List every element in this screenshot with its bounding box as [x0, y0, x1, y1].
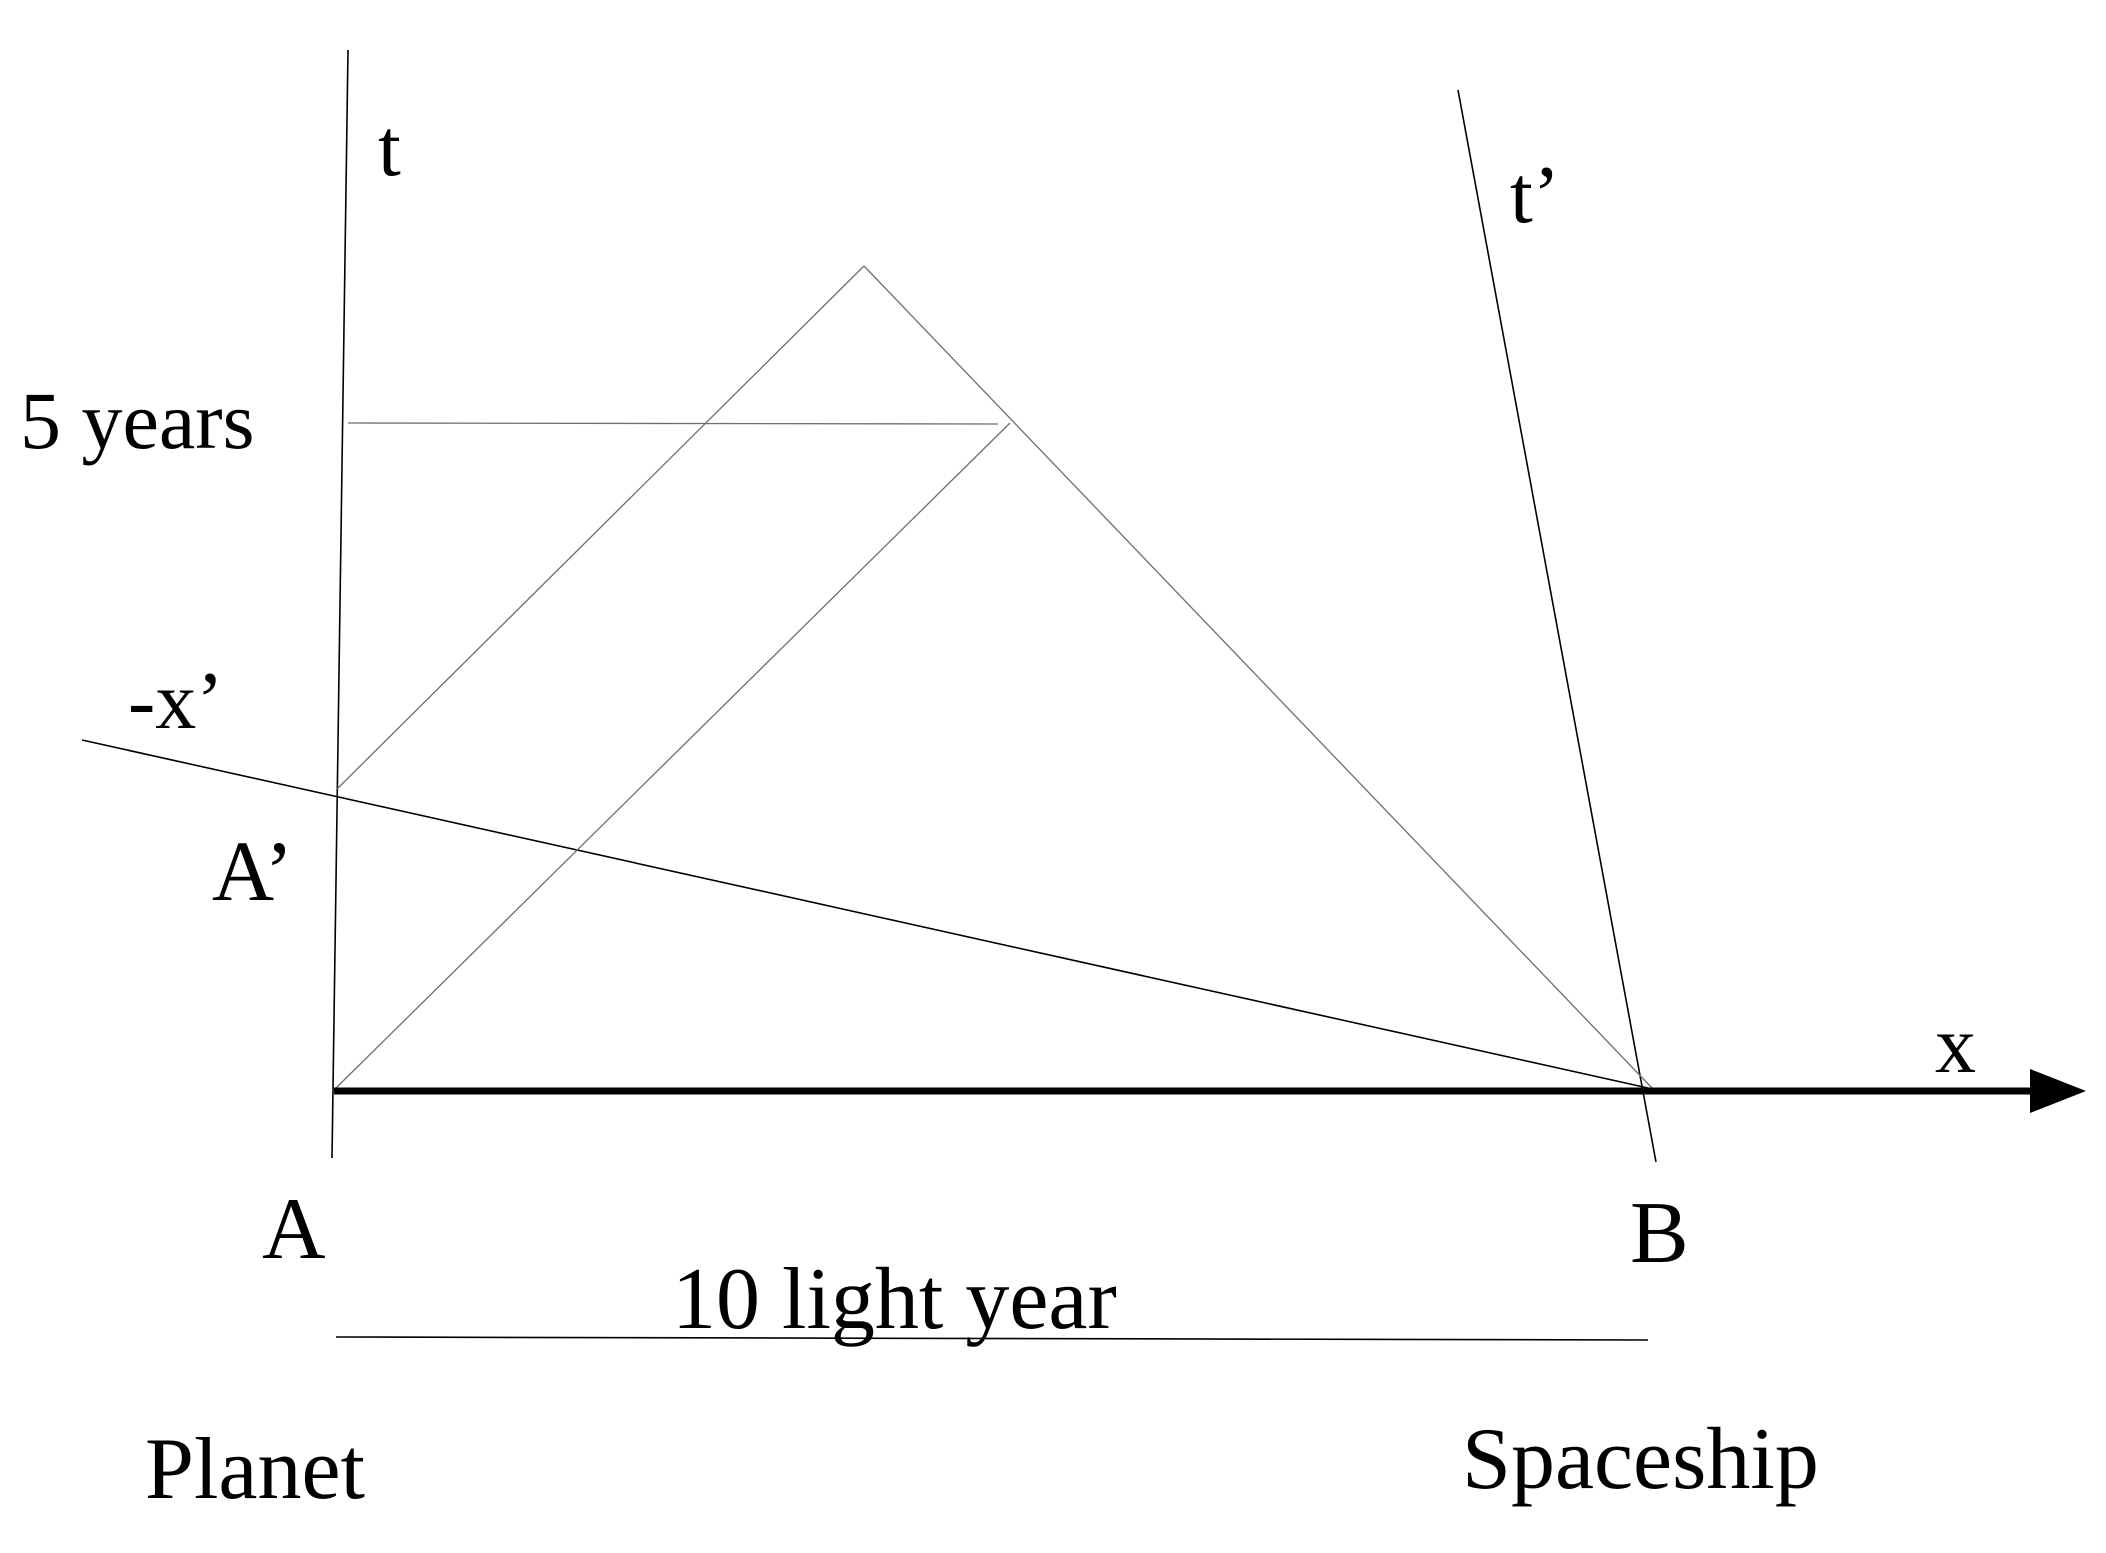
x-axis-label: x [1935, 999, 1976, 1090]
light-ray-from-a [335, 422, 1011, 1089]
x-axis-arrowhead [2030, 1069, 2086, 1113]
t-axis-label: t [378, 102, 401, 193]
spaceship-label: Spaceship [1462, 1411, 1819, 1508]
t-axis-line [331, 49, 349, 1159]
point-b-label: B [1630, 1185, 1689, 1282]
five-years-label: 5 years [20, 375, 255, 466]
planet-label: Planet [145, 1421, 365, 1518]
t-prime-axis-line [1457, 89, 1657, 1163]
distance-label: 10 light year [672, 1251, 1117, 1348]
distance-bar [335, 1336, 1649, 1341]
point-a-label: A [262, 1181, 326, 1278]
light-ray-to-b [863, 265, 1653, 1089]
light-ray-from-a-prime [335, 265, 865, 791]
minus-x-prime-axis-line [81, 739, 1649, 1089]
point-a-prime-label: A’ [212, 823, 293, 919]
five-years-line [347, 422, 999, 425]
t-prime-axis-label: t’ [1510, 149, 1560, 240]
minus-x-prime-axis-label: -x’ [128, 655, 224, 746]
